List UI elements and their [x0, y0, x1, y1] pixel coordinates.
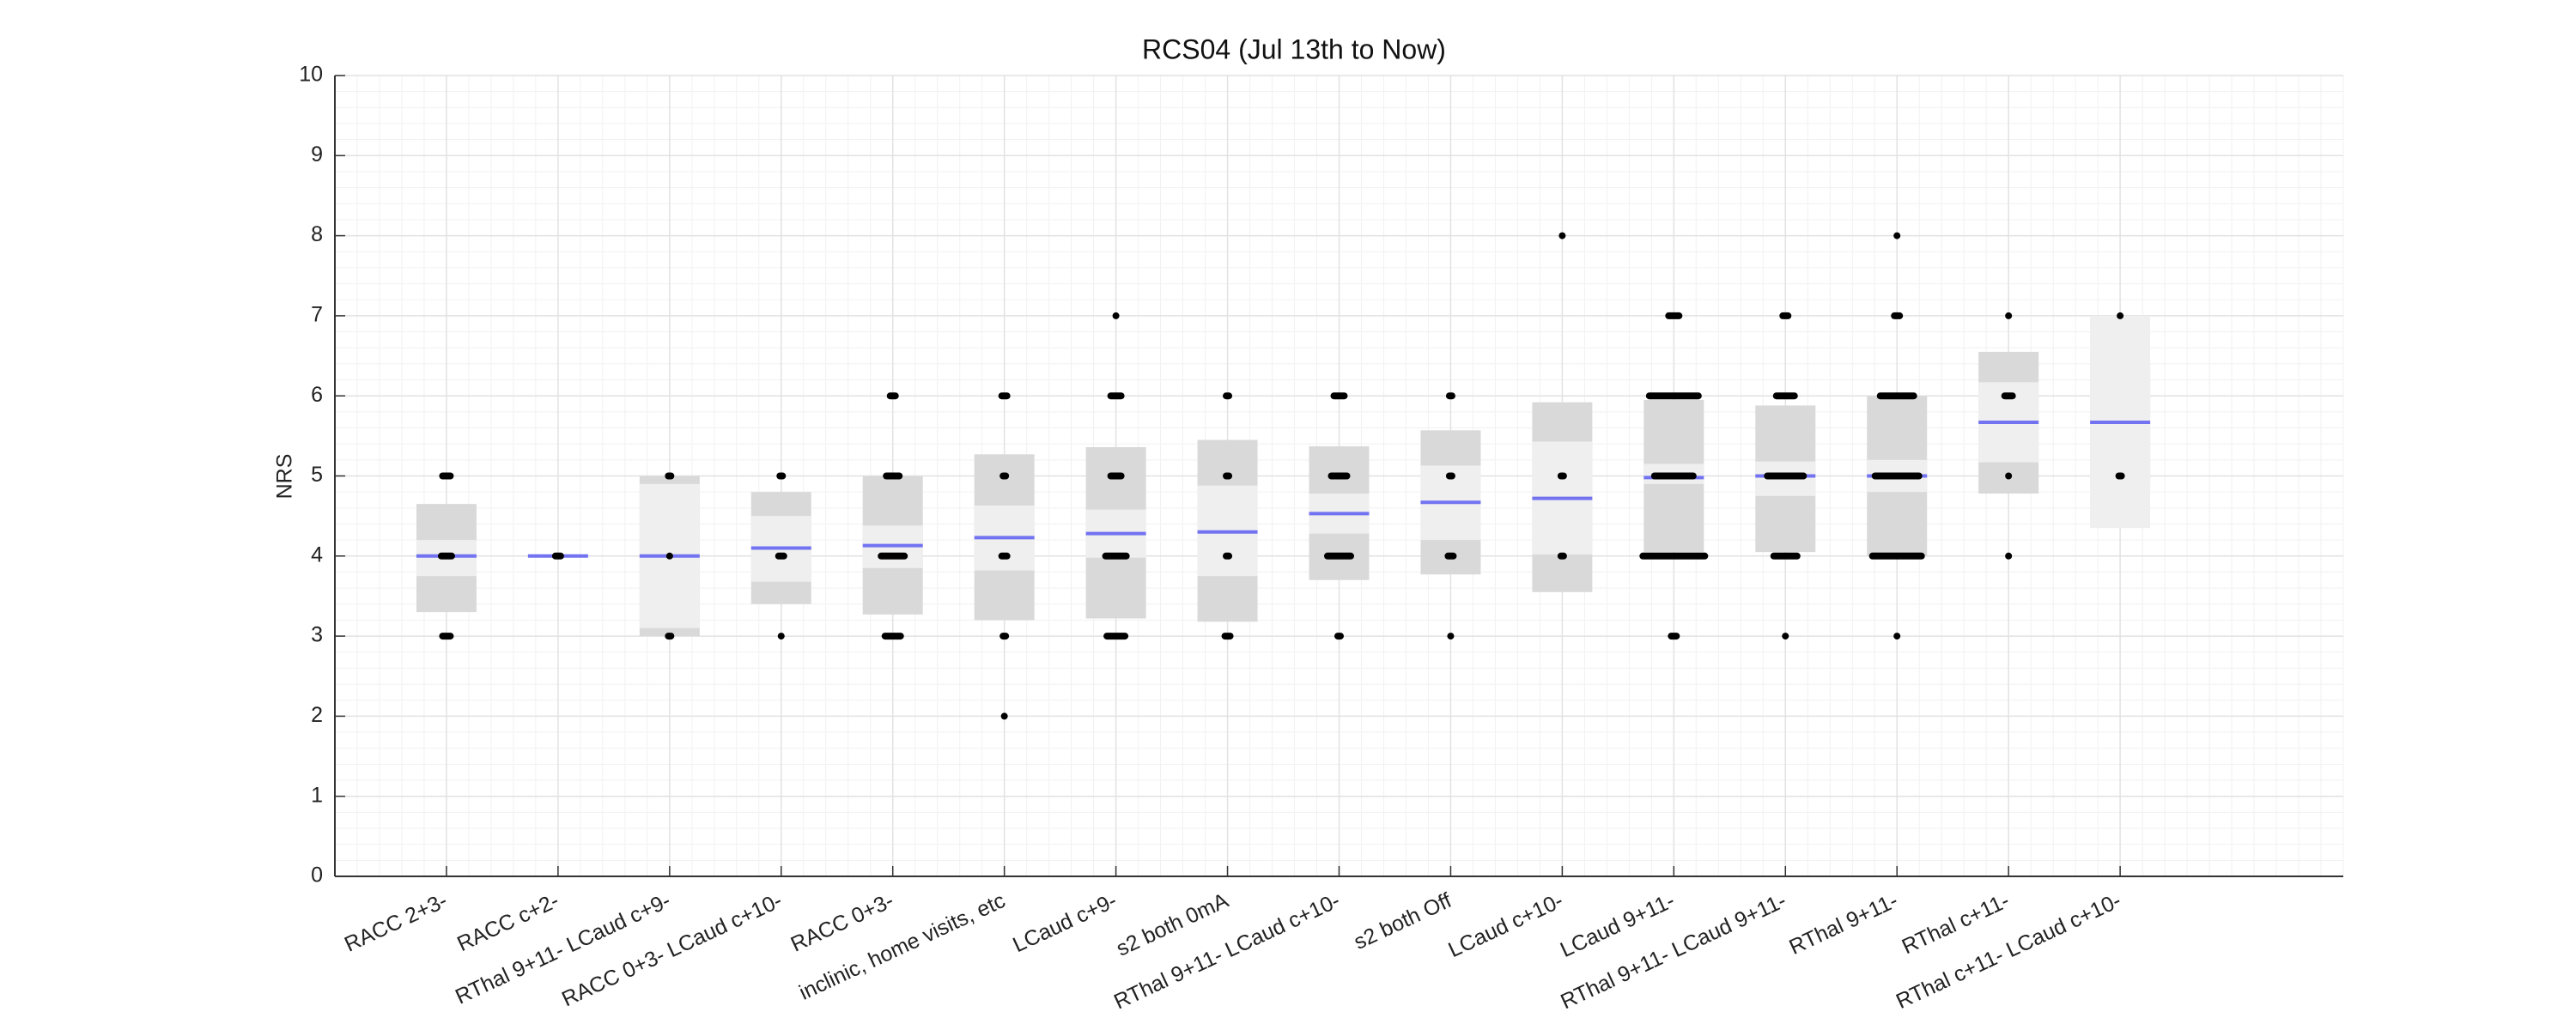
y-tick-label: 6: [311, 383, 323, 407]
point-cluster: [1112, 312, 1120, 319]
point-cluster: [886, 392, 899, 400]
point-cluster: [1102, 552, 1130, 560]
y-tick-label: 7: [311, 303, 323, 327]
point-cluster: [1639, 552, 1709, 560]
point-cluster: [776, 472, 787, 480]
point-cluster: [1000, 712, 1008, 720]
point-cluster: [1772, 392, 1798, 400]
y-tick-label: 0: [311, 863, 323, 888]
point-cluster: [1223, 472, 1233, 480]
point-cluster: [1324, 552, 1354, 560]
point-cluster: [665, 472, 675, 480]
point-cluster: [1764, 472, 1807, 480]
point-cluster: [1668, 633, 1680, 640]
point-cluster: [1779, 312, 1792, 319]
point-cluster: [2005, 312, 2013, 319]
point-cluster: [437, 552, 455, 560]
point-cluster: [1770, 552, 1801, 560]
point-cluster: [665, 552, 673, 560]
y-tick-label: 9: [311, 142, 323, 167]
point-cluster: [775, 552, 787, 560]
point-cluster: [1557, 472, 1567, 480]
point-cluster: [1330, 392, 1348, 400]
y-tick-label: 3: [311, 623, 323, 647]
y-tick-label: 4: [311, 542, 323, 566]
point-cluster: [1334, 633, 1344, 640]
y-tick-label: 5: [311, 463, 323, 487]
point-cluster: [1650, 472, 1697, 480]
point-cluster: [2115, 472, 2125, 480]
point-cluster: [2005, 552, 2013, 560]
y-tick-label: 10: [299, 63, 323, 87]
point-cluster: [1893, 232, 1901, 239]
point-cluster: [1868, 552, 1925, 560]
point-cluster: [998, 552, 1011, 560]
point-cluster: [998, 392, 1011, 400]
point-cluster: [878, 552, 908, 560]
point-cluster: [2117, 312, 2124, 319]
point-cluster: [439, 633, 454, 640]
point-cluster: [999, 472, 1010, 480]
point-cluster: [1558, 232, 1566, 239]
point-cluster: [1782, 633, 1789, 640]
point-cluster: [1665, 312, 1683, 319]
point-cluster: [883, 472, 903, 480]
point-cluster: [881, 633, 904, 640]
point-cluster: [1444, 552, 1457, 560]
point-cluster: [1645, 392, 1702, 400]
point-cluster: [1107, 392, 1125, 400]
point-cluster: [665, 633, 675, 640]
point-cluster: [1891, 312, 1904, 319]
point-cluster: [1221, 633, 1234, 640]
point-cluster: [1871, 472, 1923, 480]
point-cluster: [2005, 472, 2013, 480]
point-cluster: [777, 633, 785, 640]
y-axis-label: NRS: [273, 454, 297, 500]
point-cluster: [551, 552, 564, 560]
point-cluster: [1223, 552, 1233, 560]
point-cluster: [1557, 552, 1567, 560]
point-cluster: [1447, 633, 1455, 640]
point-cluster: [1107, 472, 1125, 480]
y-tick-label: 1: [311, 783, 323, 807]
point-cluster: [1445, 472, 1455, 480]
point-cluster: [1327, 472, 1351, 480]
chart-title: RCS04 (Jul 13th to Now): [1142, 33, 1446, 64]
point-cluster: [1876, 392, 1917, 400]
y-tick-label: 2: [311, 703, 323, 727]
point-cluster: [1103, 633, 1129, 640]
point-cluster: [2001, 392, 2016, 400]
point-cluster: [1445, 392, 1455, 400]
point-cluster: [1223, 392, 1233, 400]
point-cluster: [1893, 633, 1901, 640]
y-tick-label: 8: [311, 222, 323, 246]
point-cluster: [439, 472, 454, 480]
point-cluster: [999, 633, 1010, 640]
